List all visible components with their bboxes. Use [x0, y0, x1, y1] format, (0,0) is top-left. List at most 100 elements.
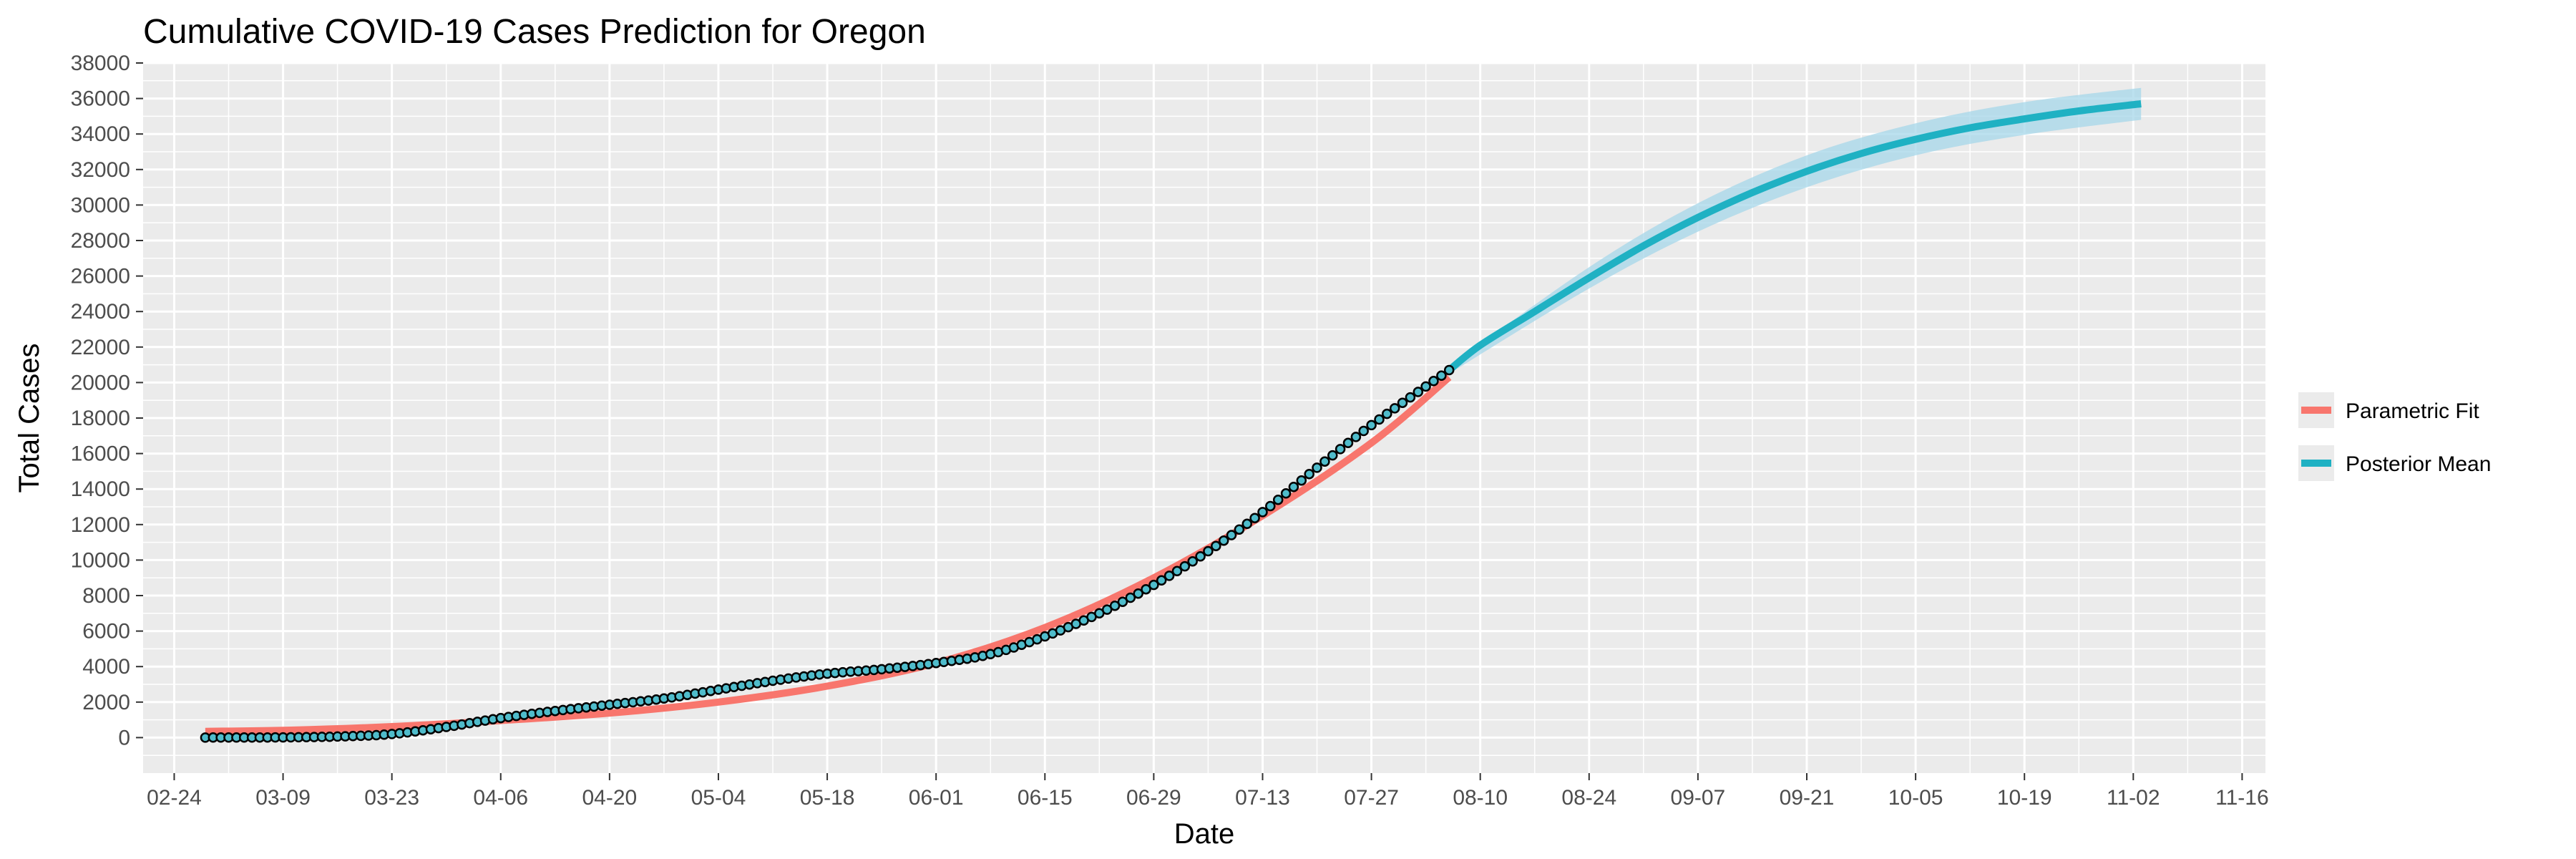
observed-point: [1405, 392, 1416, 403]
y-axis: 0 2000 4000 6000 8000 10000 12000 14000 16000 180…: [71, 52, 143, 749]
observed-point: [1335, 444, 1346, 455]
x-tick-label: 08-24: [1561, 786, 1616, 810]
y-tick-label: 10000: [71, 548, 130, 572]
y-tick-label: 38000: [71, 52, 130, 75]
y-tick-label: 14000: [71, 477, 130, 501]
observed-point: [1342, 437, 1354, 449]
observed-point: [1218, 535, 1229, 546]
posterior-mean-layer: [1447, 100, 2142, 373]
observed-point: [1443, 364, 1455, 376]
observed-point: [1133, 588, 1143, 599]
observed-point: [1413, 387, 1424, 397]
observed-point: [1211, 540, 1221, 551]
x-tick-label: 06-29: [1126, 786, 1181, 810]
y-tick-label: 32000: [71, 158, 130, 182]
y-tick-label: 24000: [71, 300, 130, 324]
x-axis-title: Date: [1174, 818, 1235, 850]
x-tick-label: 06-15: [1018, 786, 1073, 810]
observed-point: [1327, 450, 1338, 461]
observed-point: [1436, 370, 1447, 381]
y-tick-label: 12000: [71, 513, 130, 537]
x-tick-label: 05-18: [800, 786, 855, 810]
x-tick-label: 07-27: [1344, 786, 1399, 810]
x-tick-label: 11-16: [2215, 786, 2269, 810]
x-axis: 02-24 03-09 03-23 04-06 04-20 05-04 05-18 06-01…: [147, 773, 2269, 810]
grid-major: [143, 62, 2265, 773]
y-tick-label: 34000: [71, 122, 130, 146]
x-tick-label: 06-01: [909, 786, 964, 810]
x-tick-label: 03-23: [364, 786, 419, 810]
x-tick-label: 10-19: [1997, 786, 2052, 810]
observed-point: [1101, 604, 1113, 615]
x-tick-label: 07-13: [1235, 786, 1290, 810]
y-tick-label: 6000: [82, 620, 130, 644]
observed-point: [1374, 414, 1385, 425]
observed-point: [1319, 456, 1330, 467]
y-tick-label: 4000: [82, 655, 130, 679]
observed-point: [1226, 530, 1237, 540]
observed-point: [1195, 550, 1206, 562]
y-tick-label: 26000: [71, 265, 130, 288]
x-tick-label: 03-09: [255, 786, 311, 810]
observed-point: [1148, 579, 1159, 591]
observed-point: [1141, 583, 1151, 595]
observed-point: [1382, 408, 1392, 419]
posterior-mean-line: [1447, 100, 2142, 373]
observed-point: [1163, 571, 1175, 581]
x-tick-label: 04-20: [582, 786, 638, 810]
x-tick-label: 02-24: [147, 786, 202, 810]
x-tick-label: 09-21: [1780, 786, 1835, 810]
y-tick-label: 8000: [82, 584, 130, 608]
observed-point: [1428, 376, 1439, 387]
chart-title: Cumulative COVID-19 Cases Prediction for…: [143, 13, 926, 51]
observed-point: [1117, 596, 1128, 607]
y-tick-label: 0: [118, 726, 130, 749]
observed-point: [1203, 545, 1214, 557]
y-tick-label: 18000: [71, 407, 130, 430]
y-tick-label: 22000: [71, 336, 130, 359]
y-tick-label: 20000: [71, 371, 130, 394]
y-axis-title: Total Cases: [14, 344, 45, 493]
observed-point: [1171, 566, 1183, 577]
observed-point: [1272, 494, 1284, 505]
observed-point: [1249, 513, 1260, 523]
observed-point: [1125, 592, 1136, 603]
observed-point: [1296, 475, 1307, 486]
observed-point: [1420, 381, 1431, 392]
y-tick-label: 16000: [71, 442, 130, 466]
observed-point: [1288, 481, 1299, 492]
observed-point: [1304, 468, 1314, 480]
x-tick-label: 04-06: [473, 786, 528, 810]
legend-label-posterior-mean: Posterior Mean: [2346, 452, 2491, 476]
credible-band-layer: [1449, 87, 2142, 374]
observed-point: [1265, 500, 1276, 512]
observed-point: [1280, 488, 1292, 499]
observed-points-layer: [200, 364, 1455, 743]
y-tick-label: 28000: [71, 229, 130, 253]
legend-label-parametric-fit: Parametric Fit: [2346, 399, 2479, 423]
observed-point: [1234, 524, 1245, 535]
y-tick-label: 2000: [82, 691, 130, 714]
x-tick-label: 09-07: [1671, 786, 1726, 810]
observed-point: [1241, 518, 1253, 530]
credible-band: [1449, 87, 2142, 374]
x-tick-label: 10-05: [1888, 786, 1943, 810]
observed-point: [1257, 507, 1268, 518]
y-tick-label: 36000: [71, 87, 130, 111]
y-tick-label: 30000: [71, 193, 130, 217]
x-tick-label: 05-04: [691, 786, 746, 810]
observed-point: [1397, 397, 1408, 408]
observed-point: [1156, 575, 1167, 586]
x-tick-label: 11-02: [2107, 786, 2160, 810]
observed-point: [1109, 600, 1121, 611]
legend: Parametric Fit Posterior Mean: [2298, 392, 2491, 481]
x-tick-label: 08-10: [1453, 786, 1508, 810]
observed-point: [1358, 425, 1369, 437]
observed-point: [1366, 419, 1377, 431]
observed-point: [1187, 555, 1198, 567]
observed-point: [1312, 462, 1322, 473]
observed-point: [1389, 403, 1400, 414]
observed-point: [1350, 432, 1362, 442]
observed-point: [1179, 560, 1191, 572]
